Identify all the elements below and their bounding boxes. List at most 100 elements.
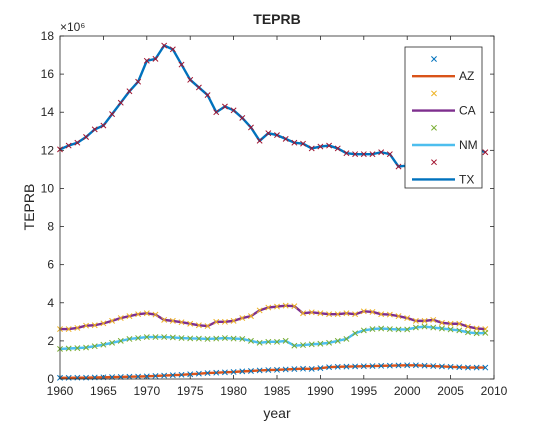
data-point-tx — [300, 140, 306, 147]
series-line-nm — [59, 325, 486, 351]
data-point-tx — [274, 132, 280, 139]
data-point-az — [360, 363, 367, 370]
y-tick-labels: 0 2 4 6 8 10 12 14 16 18 — [41, 29, 55, 386]
data-point-tx — [143, 57, 150, 64]
data-point-az — [265, 367, 272, 373]
data-point-nm — [473, 330, 480, 337]
data-point-tx — [187, 76, 194, 83]
data-point-tx — [265, 130, 272, 137]
data-point-az — [126, 373, 133, 380]
data-point-az — [248, 368, 254, 374]
x-tick-label: 2000 — [394, 384, 421, 398]
data-point-az — [178, 371, 185, 378]
data-point-az — [317, 365, 324, 372]
data-point-tx — [195, 84, 202, 91]
data-point-ca — [239, 315, 246, 321]
data-point-nm — [369, 326, 376, 333]
x-tick-label: 1970 — [133, 384, 160, 398]
data-point-tx — [91, 126, 98, 133]
data-point-ca — [404, 315, 411, 321]
data-point-ca — [421, 317, 428, 324]
data-point-ca — [378, 311, 385, 318]
data-point-nm — [248, 337, 254, 344]
data-point-ca — [213, 318, 220, 325]
data-point-az — [447, 363, 454, 370]
data-point-ca — [326, 311, 333, 318]
data-point-ca — [204, 323, 211, 329]
data-point-tx — [386, 151, 393, 158]
data-point-nm — [282, 337, 289, 344]
data-point-ca — [360, 308, 367, 315]
y-axis-label: TEPRB — [21, 184, 37, 231]
data-point-tx — [317, 143, 324, 150]
data-point-az — [395, 362, 402, 369]
data-point-ca — [343, 310, 350, 317]
data-point-nm — [187, 335, 194, 342]
x-tick-label: 2010 — [481, 384, 508, 398]
data-point-nm — [412, 324, 419, 331]
data-point-az — [300, 365, 306, 372]
data-point-nm — [360, 327, 367, 334]
data-point-nm — [447, 326, 454, 333]
data-point-az — [404, 362, 411, 369]
data-point-tx — [378, 149, 385, 156]
data-point-az — [143, 373, 150, 380]
data-point-tx — [152, 55, 159, 62]
data-point-ca — [117, 315, 124, 321]
data-point-ca — [447, 320, 454, 327]
data-point-tx — [83, 134, 89, 140]
data-point-ca — [369, 308, 376, 315]
data-point-tx — [213, 109, 220, 116]
y-tick-label: 10 — [41, 181, 55, 195]
data-point-tx — [100, 122, 107, 129]
data-point-nm — [239, 336, 246, 342]
data-point-ca — [473, 325, 480, 332]
data-point-az — [291, 366, 298, 373]
data-point-nm — [343, 336, 350, 342]
data-point-az — [465, 364, 471, 371]
data-point-az — [161, 372, 168, 379]
data-point-nm — [334, 337, 341, 344]
data-point-tx — [256, 137, 263, 144]
data-point-tx — [74, 139, 81, 146]
data-point-az — [412, 362, 419, 369]
x-tick-label: 1985 — [264, 384, 291, 398]
data-point-ca — [221, 318, 228, 325]
data-point-nm — [126, 336, 133, 342]
data-point-nm — [256, 339, 263, 346]
data-point-nm — [404, 326, 411, 333]
y-tick-label: 12 — [41, 143, 55, 157]
data-point-az — [343, 363, 350, 370]
data-point-tx — [178, 61, 185, 68]
data-point-nm — [117, 337, 124, 344]
data-point-nm — [230, 335, 237, 342]
data-point-ca — [109, 317, 116, 324]
data-point-ca — [395, 313, 402, 320]
data-point-ca — [282, 302, 289, 309]
legend-marker — [431, 159, 437, 166]
data-point-ca — [91, 322, 98, 329]
data-point-ca — [430, 316, 437, 323]
data-point-nm — [265, 338, 272, 345]
data-point-nm — [109, 339, 116, 346]
data-point-az — [386, 362, 393, 369]
data-point-tx — [221, 103, 228, 110]
data-point-az — [213, 369, 220, 376]
data-point-ca — [386, 311, 393, 318]
data-point-ca — [100, 320, 107, 327]
legend-label: AZ — [459, 69, 474, 83]
series-az — [57, 362, 489, 381]
data-point-ca — [265, 304, 272, 311]
data-point-ca — [317, 310, 324, 317]
data-point-tx — [117, 99, 124, 106]
data-point-nm — [378, 325, 385, 332]
data-point-ca — [65, 326, 72, 333]
data-point-nm — [65, 345, 72, 352]
data-point-nm — [291, 342, 298, 349]
data-point-nm — [74, 345, 81, 352]
data-point-az — [195, 370, 202, 377]
data-point-az — [274, 366, 280, 373]
data-point-az — [378, 362, 385, 369]
y-tick-label: 2 — [47, 334, 54, 348]
